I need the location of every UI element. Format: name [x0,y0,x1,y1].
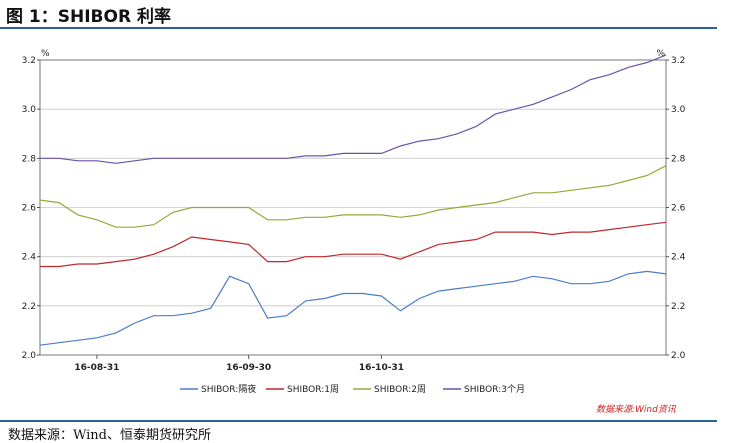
y-tick-label-left: 2.2 [22,302,36,312]
series-line [40,221,667,268]
series-line [39,165,667,228]
y-unit-left: % [41,49,50,59]
y-tick-label-left: 2.8 [22,154,37,164]
chart-title: 图 1：SHIBOR 利率 [6,7,171,27]
title-divider [0,27,717,29]
y-tick-label-right: 3.2 [671,56,685,66]
y-tick-label-left: 2.4 [22,253,37,263]
series-line [40,54,667,164]
bottom-divider [0,420,717,422]
legend-label: SHIBOR:1周 [287,384,339,395]
legend-label: SHIBOR:隔夜 [201,383,256,395]
y-tick-label-left: 2.6 [22,204,37,214]
y-tick-label-right: 2.6 [671,204,686,214]
x-tick-label: 16-10-31 [359,363,404,373]
y-tick-label-left: 2.0 [22,351,37,361]
legend-label: SHIBOR:2周 [374,384,426,395]
shibor-line-chart: 2.0 2.0 2.2 2.2 2.4 2.4 2.6 2.6 2.8 2.8 3.0 3.0 3.2 3… [22,49,686,395]
x-tick-label: 16-09-30 [226,363,271,373]
x-tick-label: 16-08-31 [74,363,119,373]
y-tick-label-left: 3.2 [22,56,36,66]
y-tick-label-right: 3.0 [671,105,686,115]
series-line [39,270,667,346]
y-unit-right: % [656,49,665,59]
y-tick-label-right: 2.8 [671,154,686,164]
y-tick-label-right: 2.0 [671,351,686,361]
y-tick-label-right: 2.2 [671,302,685,312]
y-tick-label-left: 3.0 [22,105,37,115]
legend-label: SHIBOR:3个月 [464,384,525,395]
y-tick-label-right: 2.4 [671,253,686,263]
data-source: 数据来源：Wind、恒泰期货研究所 [8,428,211,443]
watermark: 数据来源:Wind资讯 [596,405,676,415]
